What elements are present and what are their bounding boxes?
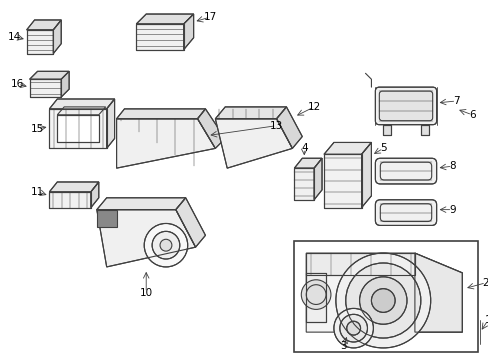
Polygon shape xyxy=(294,168,313,200)
Polygon shape xyxy=(97,198,185,210)
Polygon shape xyxy=(30,71,69,79)
Text: 1: 1 xyxy=(484,315,488,325)
Polygon shape xyxy=(53,20,61,54)
Polygon shape xyxy=(106,99,114,148)
Polygon shape xyxy=(313,158,322,200)
Polygon shape xyxy=(49,99,114,109)
Polygon shape xyxy=(136,14,193,24)
Polygon shape xyxy=(420,125,428,135)
Text: 5: 5 xyxy=(379,143,386,153)
Polygon shape xyxy=(294,158,322,168)
Text: 8: 8 xyxy=(448,161,455,171)
Polygon shape xyxy=(57,107,105,115)
Polygon shape xyxy=(215,107,286,119)
Bar xyxy=(294,241,477,352)
Ellipse shape xyxy=(346,321,360,335)
Text: 7: 7 xyxy=(452,96,459,106)
Polygon shape xyxy=(91,182,99,208)
Ellipse shape xyxy=(333,309,373,348)
Text: 3: 3 xyxy=(340,341,346,351)
Text: 13: 13 xyxy=(269,121,283,131)
Polygon shape xyxy=(49,192,91,208)
Ellipse shape xyxy=(152,231,180,259)
Ellipse shape xyxy=(301,280,330,309)
Polygon shape xyxy=(61,71,69,97)
Polygon shape xyxy=(276,107,302,148)
Polygon shape xyxy=(49,182,99,192)
FancyBboxPatch shape xyxy=(375,158,436,184)
Text: 11: 11 xyxy=(31,187,44,197)
Ellipse shape xyxy=(160,239,172,251)
Polygon shape xyxy=(136,24,183,50)
Ellipse shape xyxy=(345,263,420,338)
Text: 4: 4 xyxy=(300,143,307,153)
Ellipse shape xyxy=(335,253,430,348)
Polygon shape xyxy=(176,198,205,247)
Polygon shape xyxy=(183,14,193,50)
Polygon shape xyxy=(30,79,61,97)
Polygon shape xyxy=(97,210,195,267)
Polygon shape xyxy=(57,115,99,143)
Polygon shape xyxy=(414,253,461,332)
Polygon shape xyxy=(383,125,390,135)
FancyBboxPatch shape xyxy=(379,91,432,121)
FancyBboxPatch shape xyxy=(375,200,436,225)
Text: 14: 14 xyxy=(8,32,21,42)
Polygon shape xyxy=(215,119,292,168)
Polygon shape xyxy=(27,30,53,54)
Polygon shape xyxy=(116,109,205,119)
Text: 16: 16 xyxy=(11,79,24,89)
Polygon shape xyxy=(305,253,461,332)
Text: 15: 15 xyxy=(31,123,44,134)
Polygon shape xyxy=(361,143,371,208)
Ellipse shape xyxy=(371,289,394,312)
Ellipse shape xyxy=(359,277,406,324)
Text: 2: 2 xyxy=(482,278,488,288)
Polygon shape xyxy=(27,20,61,30)
FancyBboxPatch shape xyxy=(375,87,436,125)
Text: 9: 9 xyxy=(448,204,455,215)
Ellipse shape xyxy=(144,224,187,267)
Polygon shape xyxy=(324,154,361,208)
Polygon shape xyxy=(197,109,225,148)
Text: 12: 12 xyxy=(307,102,320,112)
Polygon shape xyxy=(305,273,325,322)
Polygon shape xyxy=(49,109,106,148)
Polygon shape xyxy=(116,119,215,168)
Text: 10: 10 xyxy=(140,288,152,298)
Text: 17: 17 xyxy=(203,12,217,22)
Polygon shape xyxy=(305,253,414,275)
Polygon shape xyxy=(324,143,371,154)
Text: 6: 6 xyxy=(468,110,474,120)
Polygon shape xyxy=(97,210,116,228)
Ellipse shape xyxy=(339,314,366,342)
